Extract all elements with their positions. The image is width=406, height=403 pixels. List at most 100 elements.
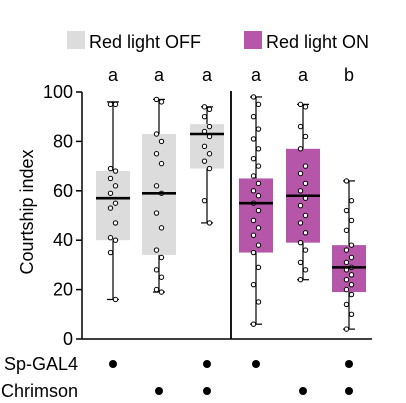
y-axis-label: Courtship index (17, 149, 37, 274)
data-point (250, 249, 257, 256)
box-group (190, 104, 224, 226)
data-point (297, 188, 304, 194)
legend-label-on: Red light ON (266, 32, 369, 52)
data-point (255, 126, 262, 132)
genotype-dot (345, 360, 353, 368)
significance-letter: a (108, 65, 119, 85)
data-point (297, 146, 304, 152)
data-point (112, 101, 119, 108)
data-point (158, 289, 165, 295)
data-point (153, 151, 160, 157)
data-point (348, 242, 355, 248)
data-point (348, 254, 355, 261)
data-point (255, 225, 262, 231)
data-point (348, 272, 355, 278)
data-point (343, 207, 350, 214)
data-point (206, 165, 213, 172)
significance-letter: a (202, 65, 213, 85)
data-point (250, 321, 257, 327)
data-point (112, 296, 119, 303)
data-point (250, 136, 257, 142)
data-point (107, 235, 114, 241)
data-point (255, 242, 262, 248)
genotype-table: Sp-GAL4 Chrimson (1, 354, 353, 401)
data-point (343, 301, 350, 308)
data-point (297, 123, 304, 130)
data-point (107, 249, 114, 256)
data-point (158, 160, 165, 167)
data-point (250, 281, 257, 288)
data-point (302, 163, 309, 169)
genotype-label: Chrimson (1, 381, 78, 401)
box-group (286, 101, 320, 283)
data-point (153, 267, 160, 273)
data-point (158, 138, 165, 145)
data-point (255, 101, 262, 108)
data-point (297, 239, 304, 246)
data-point (302, 104, 309, 110)
data-point (348, 291, 355, 298)
data-point (206, 106, 213, 112)
data-point (112, 220, 119, 226)
data-point (112, 200, 119, 206)
data-point (343, 247, 350, 253)
data-point (250, 232, 257, 238)
data-point (201, 143, 208, 150)
y-tick-label: 0 (63, 329, 73, 349)
legend-swatch-on (244, 31, 262, 49)
data-point (343, 259, 350, 266)
data-point (112, 168, 119, 174)
box-group (96, 101, 130, 303)
data-point (250, 217, 257, 224)
data-point (255, 264, 262, 271)
data-point (107, 165, 114, 172)
legend-swatch-off (67, 31, 85, 49)
data-point (297, 259, 304, 266)
data-point (343, 326, 350, 332)
y-tick-label: 100 (43, 82, 73, 102)
box-iqr (239, 178, 273, 253)
box-group (142, 96, 176, 295)
data-point (255, 207, 262, 214)
legend: Red light OFF Red light ON (67, 31, 369, 52)
data-point (158, 274, 165, 280)
data-point (250, 114, 257, 120)
box-iqr (96, 171, 130, 241)
data-point (297, 170, 304, 177)
data-point (348, 197, 355, 204)
data-point (107, 101, 114, 108)
data-point (255, 299, 262, 305)
genotype-dot (109, 360, 117, 368)
data-point (250, 94, 257, 100)
data-point (206, 123, 213, 130)
data-point (107, 205, 114, 211)
genotype-dot (203, 360, 211, 368)
data-point (153, 96, 160, 103)
data-point (297, 277, 304, 283)
data-point (255, 193, 262, 199)
box-group (332, 178, 366, 332)
data-point (348, 281, 355, 288)
data-point (206, 151, 213, 157)
data-point (297, 101, 304, 108)
data-point (255, 146, 262, 152)
data-point (302, 180, 309, 187)
data-point (343, 277, 350, 283)
data-point (153, 247, 160, 253)
data-point (302, 212, 309, 219)
data-point (302, 133, 309, 140)
data-point (107, 175, 114, 182)
data-point (343, 178, 350, 184)
data-point (348, 311, 355, 317)
data-point (302, 230, 309, 236)
data-point (250, 155, 257, 162)
y-axis: 0 20 40 60 80 100 (43, 82, 83, 349)
significance-letter: a (154, 65, 165, 85)
y-tick-label: 80 (53, 131, 73, 151)
data-point (112, 237, 119, 243)
data-point (201, 114, 208, 120)
box-groups (96, 94, 366, 332)
genotype-dot (203, 387, 211, 395)
y-tick-label: 40 (53, 230, 73, 250)
data-point (158, 99, 165, 105)
